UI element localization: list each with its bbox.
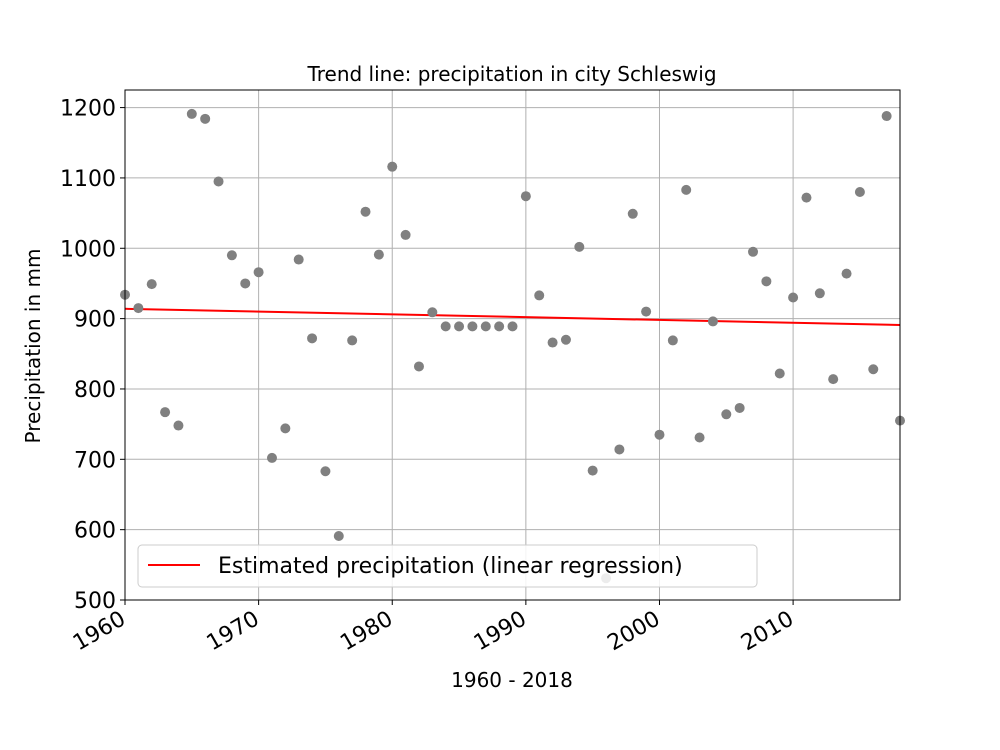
data-point <box>841 268 852 279</box>
data-point <box>801 192 812 203</box>
y-tick-label: 1100 <box>60 167 116 192</box>
data-point <box>881 111 892 122</box>
data-point <box>721 409 732 420</box>
data-point <box>814 288 825 299</box>
data-point <box>160 407 171 418</box>
regression-line <box>124 307 901 326</box>
data-point <box>707 316 718 327</box>
data-point <box>200 113 211 124</box>
data-point <box>788 292 799 303</box>
data-point <box>266 452 277 463</box>
data-point <box>387 161 398 172</box>
data-point <box>694 432 705 443</box>
data-point <box>226 250 237 261</box>
y-tick-label: 1000 <box>60 237 116 262</box>
y-tick-label: 1200 <box>60 97 116 122</box>
y-axis-label: Precipitation in mm <box>21 249 45 444</box>
plot-frame <box>124 89 901 601</box>
data-point <box>654 429 665 440</box>
data-point <box>734 402 745 413</box>
data-point <box>868 364 879 375</box>
data-point <box>748 246 759 257</box>
data-point <box>574 241 585 252</box>
data-point <box>507 321 518 332</box>
legend-label: Estimated precipitation (linear regressi… <box>218 554 683 579</box>
data-point <box>400 229 411 240</box>
data-point <box>413 361 424 372</box>
data-point <box>320 466 331 477</box>
chart-title: Trend line: precipitation in city Schles… <box>306 62 716 86</box>
legend-box <box>137 544 758 588</box>
data-point <box>681 184 692 195</box>
data-point <box>133 303 144 314</box>
data-point <box>480 321 491 332</box>
data-point <box>427 307 438 318</box>
y-tick-label: 800 <box>74 378 116 403</box>
data-point <box>587 465 598 476</box>
data-point <box>173 420 184 431</box>
data-point <box>333 530 344 541</box>
data-point <box>347 335 358 346</box>
data-point <box>534 290 545 301</box>
data-point <box>547 337 558 348</box>
y-tick-label: 600 <box>74 519 116 544</box>
data-point <box>373 249 384 260</box>
y-tick-label: 500 <box>74 589 116 614</box>
data-point <box>307 333 318 344</box>
data-point <box>828 374 839 385</box>
x-axis-label: 1960 - 2018 <box>451 668 573 692</box>
y-tick-label: 900 <box>74 308 116 333</box>
data-point <box>280 423 291 434</box>
trend-line-group <box>124 307 901 326</box>
data-point <box>293 254 304 265</box>
data-point <box>146 279 157 290</box>
data-point <box>213 176 224 187</box>
y-tick-label: 700 <box>74 448 116 473</box>
data-point <box>240 278 251 289</box>
data-point <box>494 321 505 332</box>
data-point <box>454 321 465 332</box>
data-point <box>774 368 785 379</box>
data-point <box>520 191 531 202</box>
data-point <box>440 321 451 332</box>
data-point <box>627 208 638 219</box>
data-point <box>253 267 264 278</box>
data-point <box>186 108 197 119</box>
data-point <box>667 335 678 346</box>
data-point <box>467 321 478 332</box>
data-point <box>641 306 652 317</box>
grid <box>124 90 900 601</box>
data-point <box>854 187 865 197</box>
legend: Estimated precipitation (linear regressi… <box>137 544 758 588</box>
data-point <box>614 444 625 455</box>
data-point <box>761 276 772 287</box>
data-point <box>560 334 571 345</box>
data-points <box>120 108 905 584</box>
data-point <box>360 206 371 217</box>
y-axis: 500 600 700 800 900 1000 1100 1200 <box>60 97 125 614</box>
